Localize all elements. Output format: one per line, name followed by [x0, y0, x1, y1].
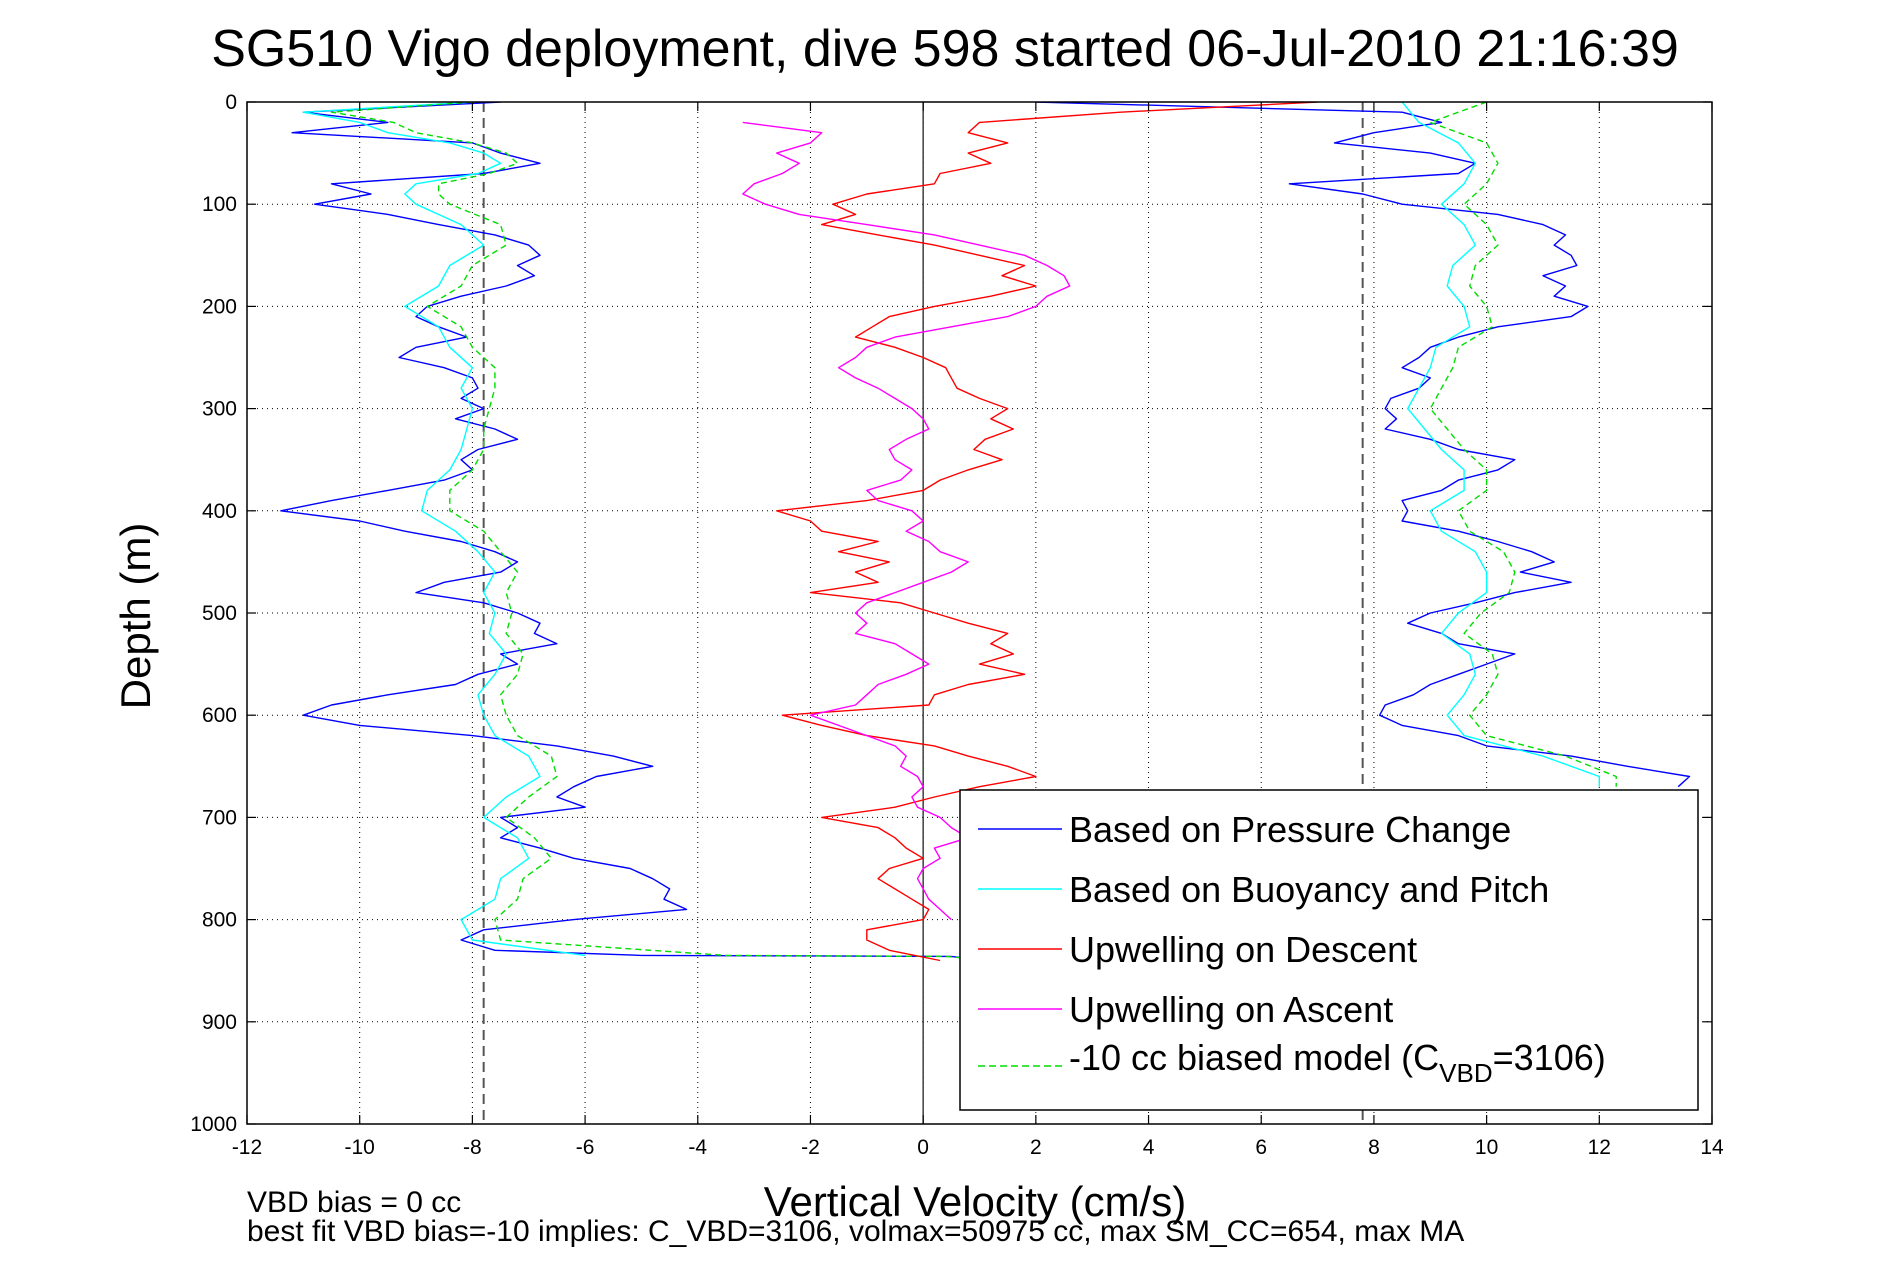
x-tick-label: -8 [463, 1136, 482, 1159]
series-line-pressure-2 [1035, 102, 1691, 788]
y-tick-label: 700 [202, 806, 237, 829]
x-tick-label: 12 [1588, 1136, 1611, 1159]
x-tick-label: 8 [1368, 1136, 1380, 1159]
legend-entry-model: -10 cc biased model (CVBD=3106) [1069, 1037, 1606, 1088]
y-tick-label: 800 [202, 909, 237, 932]
y-tick-label: 1000 [190, 1113, 237, 1136]
x-tick-label: 10 [1475, 1136, 1498, 1159]
series-line-pressure-0 [280, 102, 688, 957]
series-line-buoyancy-0 [302, 102, 586, 957]
y-tick-label: 400 [202, 500, 237, 523]
y-tick-label: 900 [202, 1011, 237, 1034]
legend-entry-descent: Upwelling on Descent [1069, 929, 1417, 970]
legend: Based on Pressure Change Based on Buoyan… [959, 789, 1699, 1111]
legend-model-prefix: -10 cc biased model (C [1069, 1037, 1439, 1078]
series-line-buoyancy-1 [1401, 102, 1601, 787]
legend-entry-ascent: Upwelling on Ascent [1069, 989, 1393, 1030]
x-tick-label: 4 [1143, 1136, 1155, 1159]
x-axis-ticks: -12 -10 -8 -6 -4 -2 0 2 4 6 8 10 12 14 [232, 102, 1724, 1159]
y-tick-label: 0 [225, 91, 237, 114]
y-tick-label: 600 [202, 704, 237, 727]
legend-entry-buoyancy: Based on Buoyancy and Pitch [1069, 869, 1549, 910]
y-axis-label: Depth (m) [112, 523, 159, 710]
x-tick-label: -12 [232, 1136, 262, 1159]
best-fit-note: best fit VBD bias=-10 implies: C_VBD=310… [247, 1215, 1464, 1248]
y-tick-label: 100 [202, 193, 237, 216]
chart-title: SG510 Vigo deployment, dive 598 started … [211, 20, 1679, 78]
series-line-model-0 [330, 102, 726, 957]
series-line-model-2 [1429, 102, 1617, 787]
vbd-bias-note: VBD bias = 0 cc [247, 1186, 461, 1219]
x-tick-label: -10 [345, 1136, 375, 1159]
legend-box [959, 789, 1699, 1111]
legend-entry-pressure: Based on Pressure Change [1069, 809, 1511, 850]
series-line-descent-0 [776, 102, 1318, 962]
x-tick-label: -2 [801, 1136, 820, 1159]
series-line-ascent-0 [742, 121, 1071, 921]
x-tick-label: 2 [1030, 1136, 1042, 1159]
y-tick-label: 200 [202, 295, 237, 318]
x-tick-label: 6 [1255, 1136, 1267, 1159]
y-tick-label: 500 [202, 602, 237, 625]
x-tick-label: -4 [688, 1136, 707, 1159]
legend-model-sub: VBD [1439, 1058, 1492, 1088]
x-tick-label: 0 [917, 1136, 929, 1159]
y-axis-ticks: 0 100 200 300 400 500 600 700 800 900 1000 [190, 91, 1712, 1136]
legend-model-suffix: =3106) [1493, 1037, 1606, 1078]
x-axis-label: Vertical Velocity (cm/s) [764, 1178, 1186, 1225]
y-tick-label: 300 [202, 398, 237, 421]
x-tick-label: -6 [576, 1136, 595, 1159]
x-tick-label: 14 [1700, 1136, 1724, 1159]
